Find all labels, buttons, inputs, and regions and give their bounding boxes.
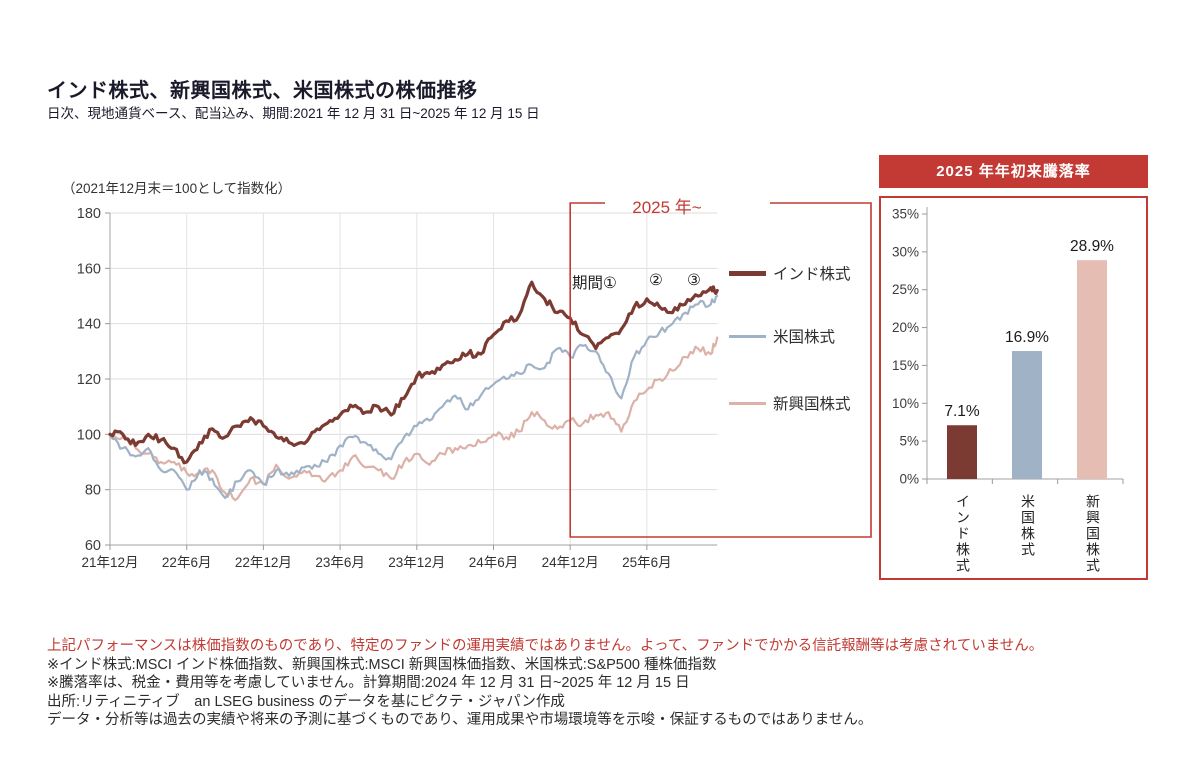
- period-marker-2: ②: [649, 272, 663, 289]
- svg-text:80: 80: [85, 483, 101, 499]
- highlight-box-label: 2025 年~: [632, 198, 702, 217]
- legend-line-swatch-india: [729, 270, 766, 276]
- svg-text:25%: 25%: [892, 282, 919, 297]
- main-line-chart: 60 80 100 120 140 160 180 21年12月 22年6月 22年12月 23年6…: [77, 202, 872, 570]
- page-title: インド株式、新興国株式、米国株式の株価推移: [47, 80, 478, 102]
- period-marker-1: 期間①: [572, 275, 617, 292]
- footnote-returns: ※騰落率は、税金・費用等を考慮していません。計算期間:2024 年 12 月 3…: [47, 675, 690, 692]
- ytd-panel-title: 2025 年年初来騰落率: [879, 155, 1148, 188]
- svg-text:0%: 0%: [899, 472, 919, 487]
- footnote-source: 出所:リティニティブ an LSEG business のデータを基にピクテ・ジ…: [47, 693, 565, 710]
- svg-text:180: 180: [77, 206, 101, 222]
- legend-line-swatch-em: [729, 401, 766, 405]
- svg-text:25年6月: 25年6月: [622, 555, 672, 570]
- ytd-bar-chart: 0% 5% 10% 15% 20% 25% 30% 35% 7.1% 16.9% 28.9%: [892, 207, 1124, 487]
- svg-text:15%: 15%: [892, 358, 919, 373]
- svg-text:21年12月: 21年12月: [81, 555, 138, 570]
- legend-line-swatch-us: [729, 334, 766, 338]
- legend-item-india: インド株式: [729, 262, 851, 284]
- svg-text:160: 160: [77, 261, 101, 277]
- footnote-disclaimer: データ・分析等は過去の実績や将来の予測に基づくものであり、運用成果や市場環境等を…: [47, 712, 873, 729]
- ytd-category-label: 新興国株式: [1085, 494, 1101, 574]
- footnote-indices: ※インド株式:MSCI インド株価指数、新興国株式:MSCI 新興国株価指数、米…: [47, 656, 717, 673]
- ytd-category-label: インド株式: [955, 494, 971, 574]
- svg-text:28.9%: 28.9%: [1070, 238, 1114, 255]
- page-subtitle: 日次、現地通貨ベース、配当込み、期間:2021 年 12 月 31 日~2025…: [47, 106, 540, 121]
- svg-text:120: 120: [77, 372, 101, 388]
- svg-text:7.1%: 7.1%: [944, 403, 980, 420]
- footnote-warning: 上記パフォーマンスは株価指数のものであり、特定のファンドの運用実績ではありません…: [47, 638, 1044, 654]
- footnotes: 上記パフォーマンスは株価指数のものであり、特定のファンドの運用実績ではありません…: [47, 637, 1177, 730]
- svg-text:60: 60: [85, 538, 101, 554]
- svg-text:16.9%: 16.9%: [1005, 329, 1049, 346]
- index-base-note: （2021年12月末＝100として指数化）: [62, 181, 292, 196]
- svg-text:20%: 20%: [892, 320, 919, 335]
- svg-text:100: 100: [77, 427, 101, 443]
- ytd-bar-chart-panel: 0% 5% 10% 15% 20% 25% 30% 35% 7.1% 16.9% 28.9% インド…: [879, 196, 1148, 580]
- svg-text:22年12月: 22年12月: [235, 555, 292, 570]
- svg-text:23年12月: 23年12月: [388, 555, 445, 570]
- svg-text:24年12月: 24年12月: [542, 555, 599, 570]
- svg-text:5%: 5%: [899, 434, 919, 449]
- legend-item-em: 新興国株式: [729, 392, 851, 414]
- svg-text:23年6月: 23年6月: [315, 555, 365, 570]
- svg-text:35%: 35%: [892, 207, 919, 222]
- svg-text:22年6月: 22年6月: [162, 555, 212, 570]
- svg-text:10%: 10%: [892, 396, 919, 411]
- ytd-category-label: 米国株式: [1020, 494, 1036, 558]
- svg-text:140: 140: [77, 317, 101, 333]
- period-marker-3: ③: [687, 272, 701, 289]
- legend-label-em: 新興国株式: [773, 396, 851, 413]
- legend-label-us: 米国株式: [773, 329, 836, 346]
- legend-label-india: インド株式: [773, 266, 851, 283]
- svg-text:24年6月: 24年6月: [469, 555, 519, 570]
- legend-item-us: 米国株式: [729, 325, 835, 347]
- svg-text:30%: 30%: [892, 244, 919, 259]
